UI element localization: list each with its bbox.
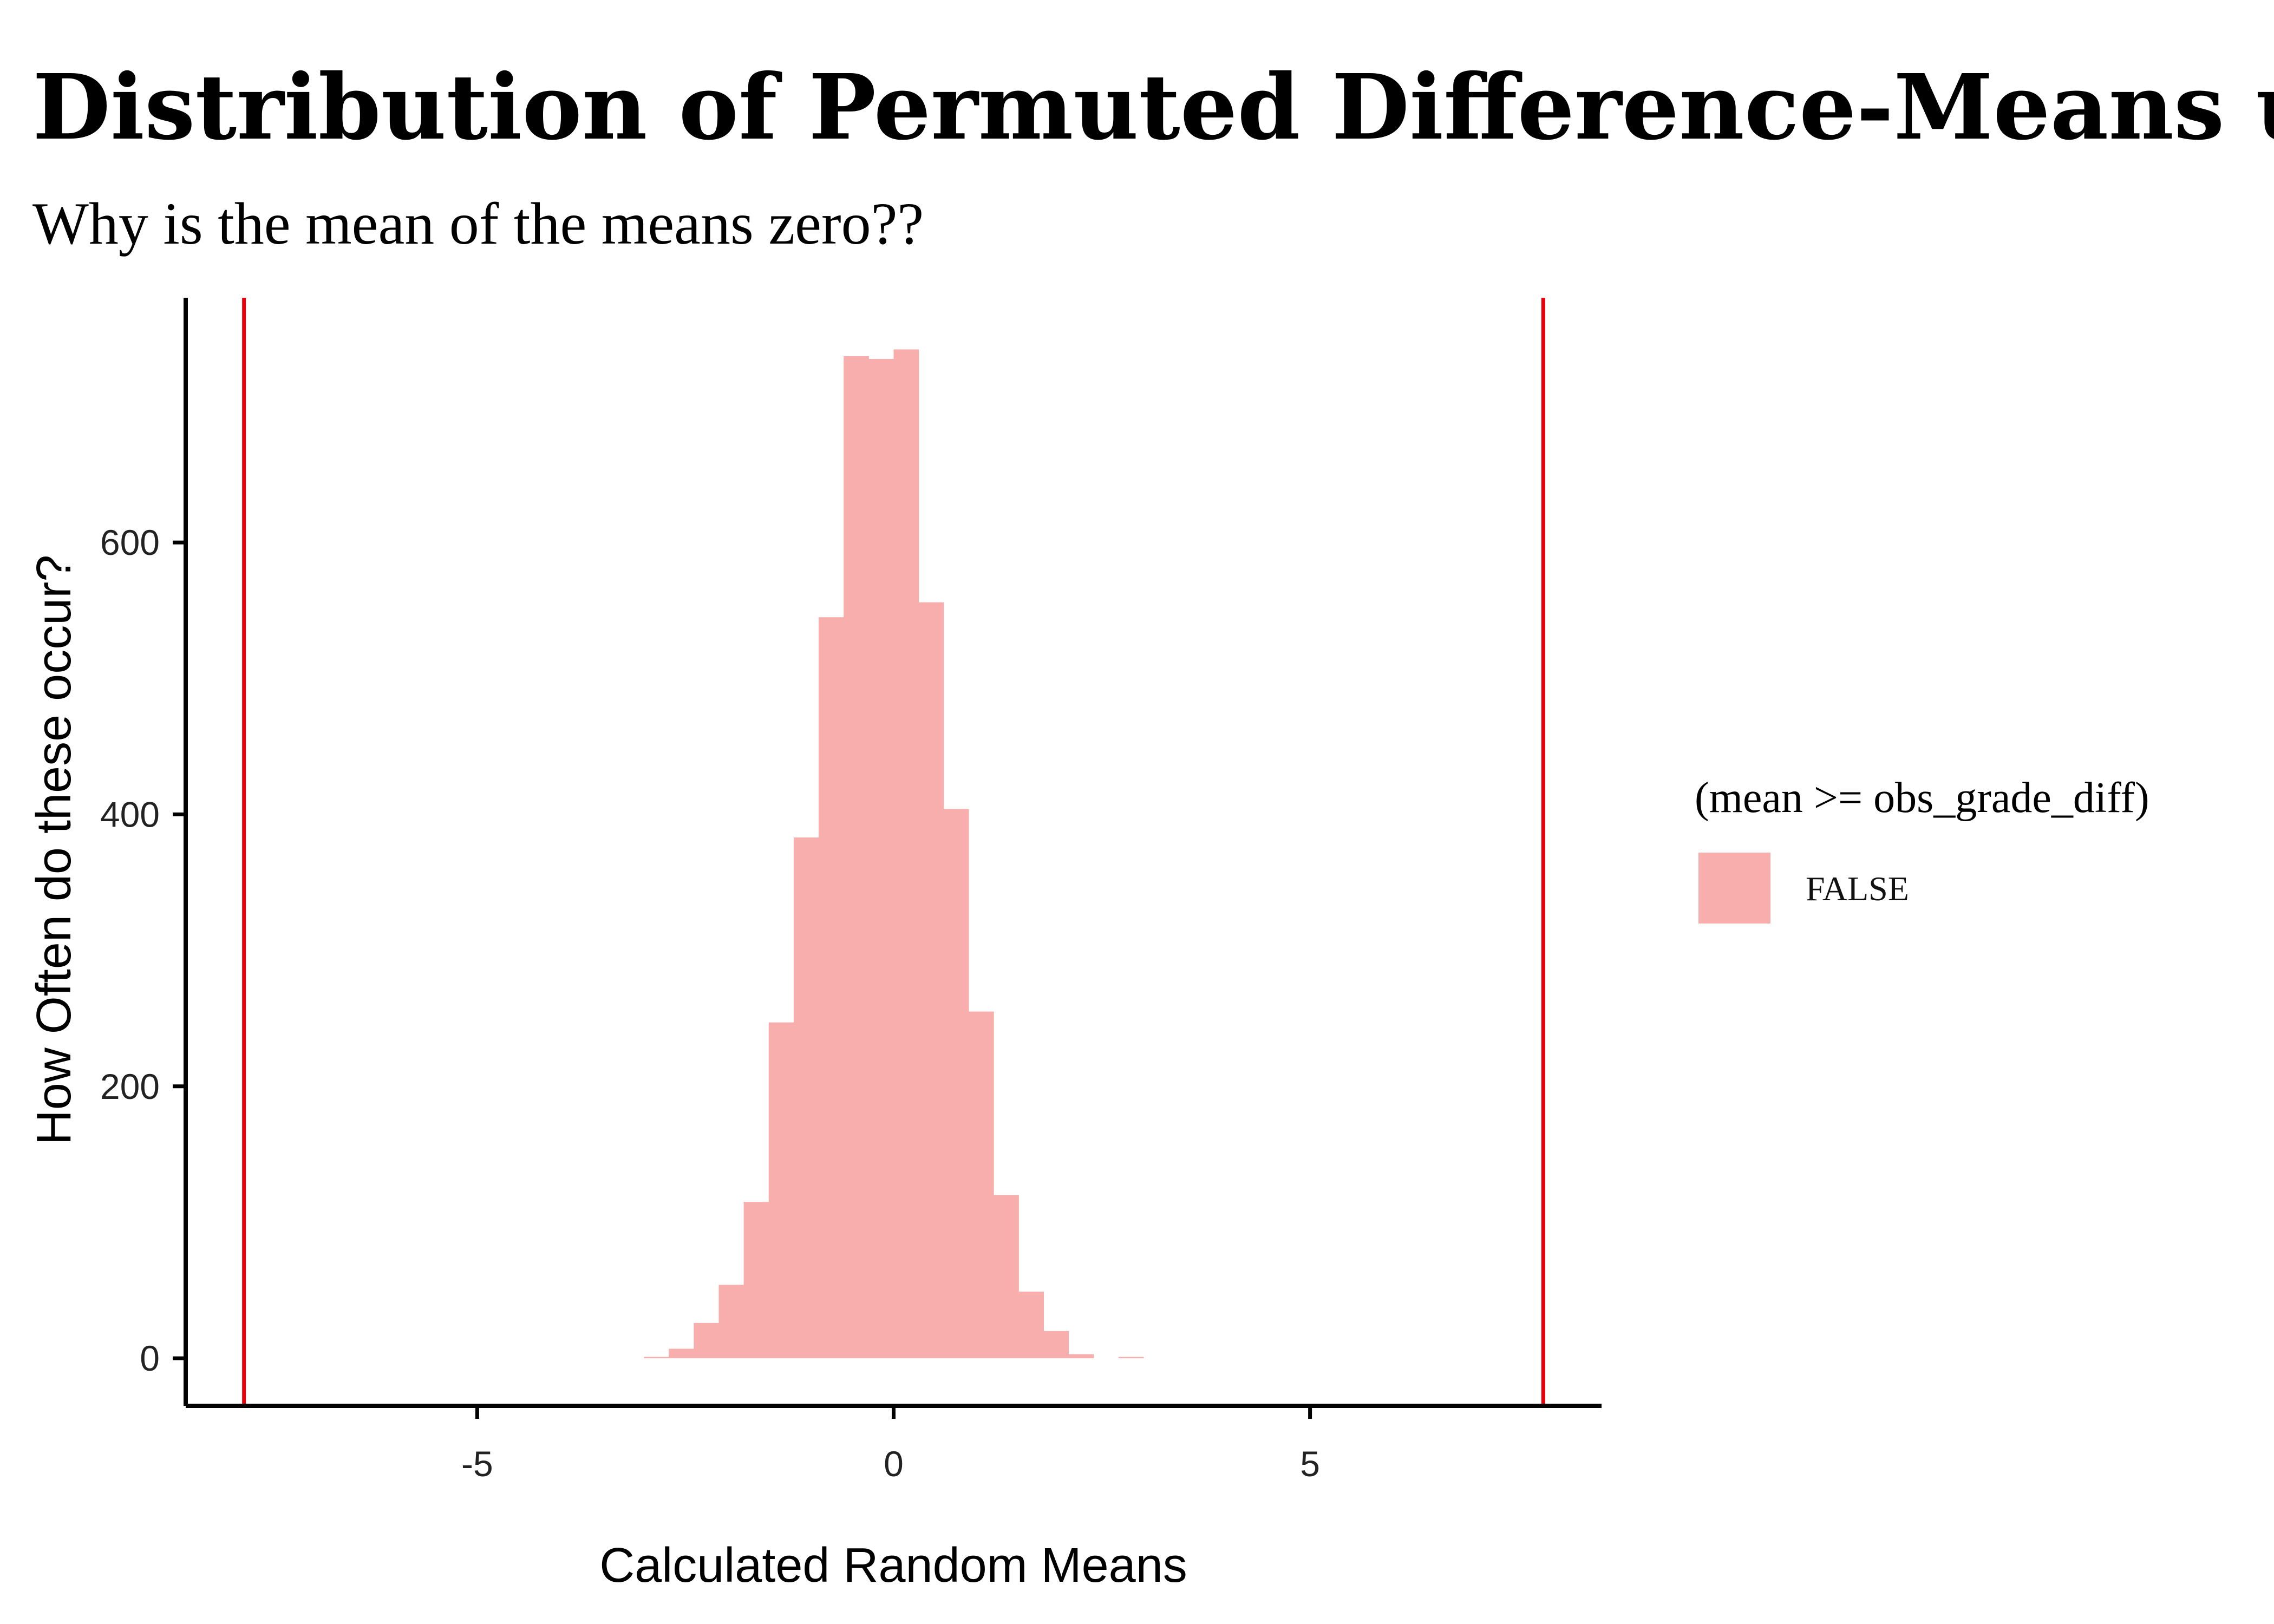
histogram-bar <box>868 359 894 1359</box>
histogram-bar <box>1043 1331 1069 1359</box>
y-tick-label: 200 <box>100 1066 160 1106</box>
y-axis-ticks: 0 200 400 600 <box>100 522 186 1378</box>
histogram-bar <box>694 1322 720 1359</box>
x-tick-label: 0 <box>884 1444 904 1484</box>
x-tick-label: -5 <box>461 1444 493 1484</box>
histogram-bar <box>943 809 969 1359</box>
histogram-bar <box>1118 1357 1144 1359</box>
histogram-bar <box>819 617 844 1359</box>
histogram-bar <box>768 1022 794 1359</box>
y-tick-label: 600 <box>100 522 160 562</box>
histogram-bar <box>743 1202 769 1359</box>
histogram-bar <box>893 349 919 1359</box>
y-tick-label: 0 <box>140 1338 160 1378</box>
chart-title: Distribution of Permuted Difference-Mean… <box>32 55 2274 160</box>
legend-swatch <box>1698 853 1770 924</box>
histogram-bar <box>718 1285 744 1359</box>
legend-title: (mean >= obs_grade_diff) <box>1695 774 2149 822</box>
legend: (mean >= obs_grade_diff) FALSE <box>1695 774 2149 924</box>
legend-entries: FALSE <box>1698 853 1909 924</box>
x-axis-ticks: -5 0 5 <box>461 1406 1320 1484</box>
histogram-bar <box>1068 1354 1094 1359</box>
histogram-bar <box>918 602 944 1359</box>
legend-label: FALSE <box>1806 869 1909 908</box>
histogram-bar <box>644 1357 669 1359</box>
x-axis-title: Calculated Random Means <box>599 1538 1187 1593</box>
histogram-bars <box>644 349 1144 1359</box>
y-axis-title: How Often do these occur? <box>27 555 81 1145</box>
histogram-bar <box>793 837 819 1359</box>
histogram-bar <box>994 1195 1019 1359</box>
histogram-bar <box>1018 1292 1044 1359</box>
chart-subtitle: Why is the mean of the means zero?? <box>32 191 924 257</box>
y-tick-label: 400 <box>100 794 160 834</box>
reference-lines <box>242 298 1545 1406</box>
histogram-bar <box>669 1348 694 1359</box>
histogram-bar <box>844 356 869 1359</box>
x-tick-label: 5 <box>1300 1444 1320 1484</box>
histogram-bar <box>968 1011 994 1359</box>
